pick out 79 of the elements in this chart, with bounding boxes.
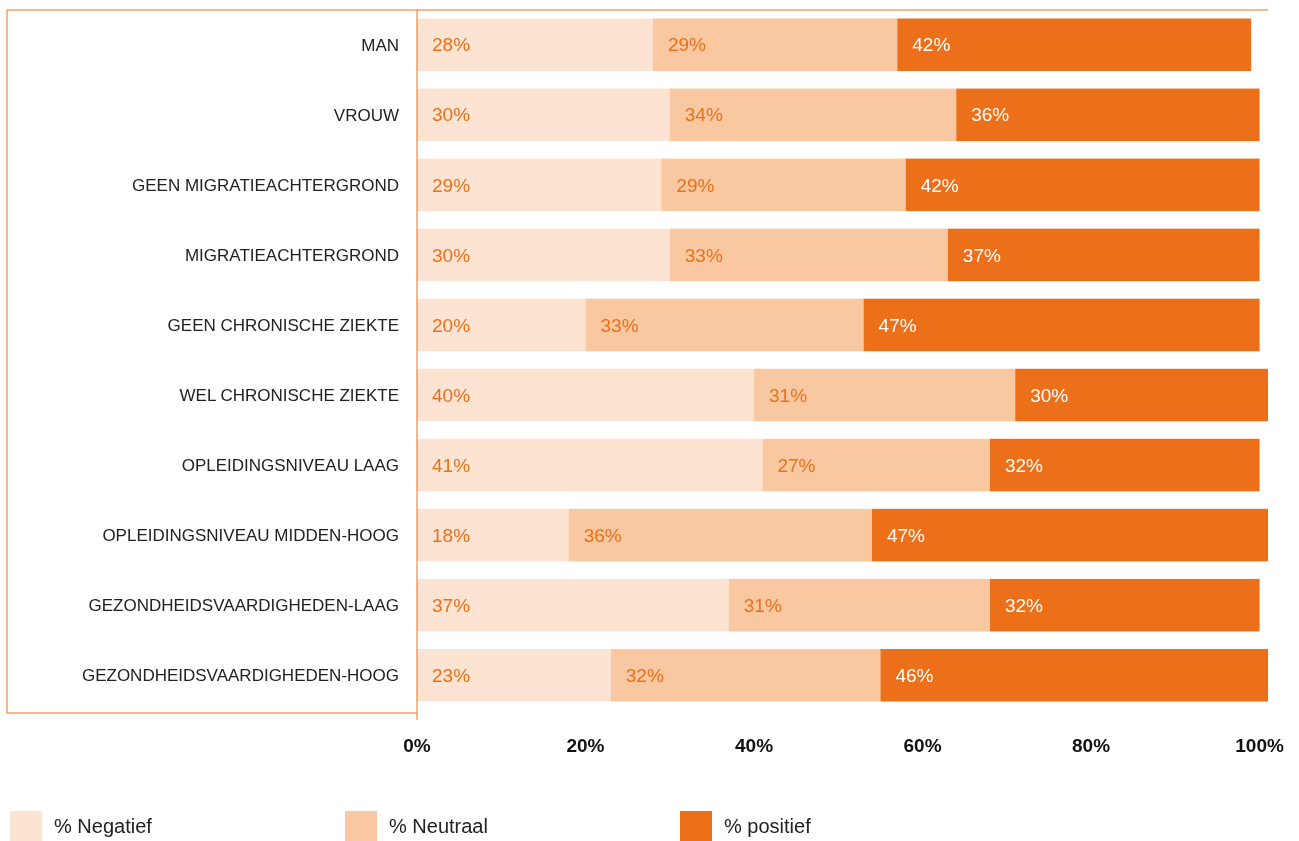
bar: [417, 18, 653, 72]
data-label: 33%: [600, 314, 639, 336]
bar: [417, 298, 586, 352]
data-label: 23%: [432, 664, 471, 686]
bar: [652, 18, 898, 72]
data-label: 34%: [684, 104, 723, 126]
y-tick-label: WEL CHRONISCHE ZIEKTE: [179, 385, 399, 405]
legend-label: % Neutraal: [389, 815, 488, 837]
bar: [417, 368, 755, 422]
bar: [1015, 368, 1268, 422]
data-label: 42%: [912, 34, 951, 56]
bar: [871, 508, 1268, 562]
data-label: 29%: [667, 34, 707, 56]
x-tick-label: 0%: [403, 735, 431, 756]
legend-label: % Negatief: [54, 815, 153, 837]
y-tick-label: GEEN MIGRATIEACHTERGROND: [132, 175, 399, 195]
data-label: 36%: [971, 104, 1010, 126]
bar: [661, 158, 906, 212]
x-tick-label: 40%: [735, 735, 774, 756]
data-label: 30%: [432, 104, 471, 126]
bar: [585, 298, 864, 352]
x-tick-label: 80%: [1072, 735, 1111, 756]
bar: [417, 438, 763, 492]
bar: [754, 368, 1016, 422]
x-tick-label: 20%: [566, 735, 605, 756]
bar: [417, 228, 670, 282]
bar: [989, 578, 1260, 632]
bar: [897, 18, 1252, 72]
y-tick-label: MAN: [361, 35, 399, 55]
data-label: 47%: [878, 314, 917, 336]
bar: [610, 648, 881, 702]
y-tick-label: VROUW: [333, 105, 399, 125]
data-label: 32%: [625, 664, 664, 686]
data-label: 29%: [432, 174, 471, 196]
bar: [989, 438, 1260, 492]
y-tick-label: OPLEIDINGSNIVEAU LAAG: [181, 456, 399, 476]
bar: [728, 578, 990, 632]
x-tick-label: 100%: [1235, 735, 1284, 756]
y-tick-label: OPLEIDINGSNIVEAU MIDDEN-HOOG: [102, 526, 399, 546]
data-label: 47%: [886, 524, 926, 546]
data-label: 37%: [432, 594, 471, 616]
data-label: 31%: [743, 594, 782, 616]
bar: [417, 578, 729, 632]
bar: [417, 88, 670, 142]
data-label: 30%: [1030, 384, 1069, 406]
data-label: 18%: [432, 524, 471, 546]
data-label: 40%: [432, 384, 471, 406]
data-label: 41%: [432, 454, 471, 476]
data-label: 31%: [769, 384, 808, 406]
y-tick-label: GEEN CHRONISCHE ZIEKTE: [167, 315, 399, 335]
bar: [905, 158, 1260, 212]
bar: [669, 88, 957, 142]
data-label: 37%: [962, 244, 1001, 266]
data-label: 27%: [777, 454, 816, 476]
legend-label: % positief: [724, 815, 812, 837]
data-label: 30%: [432, 244, 471, 266]
x-tick-label: 60%: [903, 735, 942, 756]
bar: [762, 438, 990, 492]
bar: [947, 228, 1260, 282]
data-label: 28%: [432, 34, 471, 56]
bar: [880, 648, 1268, 702]
data-label: 46%: [895, 664, 934, 686]
bar: [568, 508, 872, 562]
data-label: 32%: [1004, 454, 1044, 476]
bar: [669, 228, 948, 282]
data-label: 29%: [676, 174, 715, 196]
data-label: 32%: [1004, 594, 1044, 616]
bar: [863, 298, 1260, 352]
bar: [417, 158, 662, 212]
bar: [956, 88, 1260, 142]
y-tick-label: MIGRATIEACHTERGROND: [184, 245, 399, 265]
bar: [417, 648, 611, 702]
y-tick-label: GEZONDHEIDSVAARDIGHEDEN-LAAG: [88, 596, 399, 616]
y-tick-label: GEZONDHEIDSVAARDIGHEDEN-HOOG: [81, 666, 399, 686]
bar: [417, 508, 569, 562]
data-label: 33%: [684, 244, 723, 266]
data-label: 42%: [920, 174, 959, 196]
data-label: 36%: [583, 524, 622, 546]
data-label: 20%: [432, 314, 471, 336]
